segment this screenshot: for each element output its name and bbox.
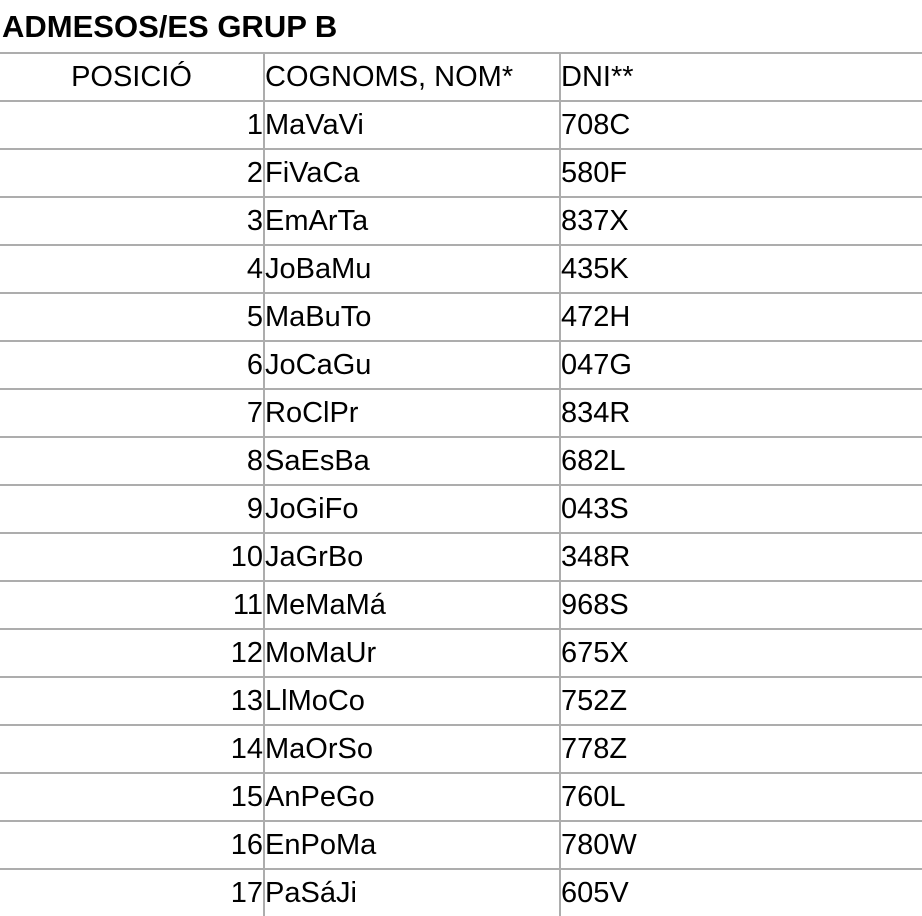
cell-cognoms: AnPeGo [263,772,560,822]
table-row: 14 MaOrSo 778Z [0,724,922,774]
cell-dni: 605V [559,868,922,916]
cell-dni: 778Z [559,724,922,774]
cell-dni: 675X [559,628,922,678]
table-row: 7 RoClPr 834R [0,388,922,438]
cell-dni: 472H [559,292,922,342]
table-row: 2 FiVaCa 580F [0,148,922,198]
cell-dni: 708C [559,100,922,150]
cell-posicio: 7 [0,388,264,438]
cell-posicio: 12 [0,628,264,678]
cell-posicio: 9 [0,484,264,534]
table-header: POSICIÓ COGNOMS, NOM* DNI** [0,52,922,102]
cell-cognoms: SaEsBa [263,436,560,486]
cell-dni: 047G [559,340,922,390]
cell-cognoms: LlMoCo [263,676,560,726]
table-body: 1 MaVaVi 708C 2 FiVaCa 580F 3 EmArTa 837X 4 JoBaMu… [0,100,922,916]
table-row: 11 MeMaMá 968S [0,580,922,630]
cell-dni: 968S [559,580,922,630]
table-row: 17 PaSáJi 605V [0,868,922,916]
table-row: 5 MaBuTo 472H [0,292,922,342]
page-title: ADMESOS/ES GRUP B [2,9,338,44]
table-row: 10 JaGrBo 348R [0,532,922,582]
table-row: 6 JoCaGu 047G [0,340,922,390]
table-row: 4 JoBaMu 435K [0,244,922,294]
cell-posicio: 16 [0,820,264,870]
cell-dni: 780W [559,820,922,870]
column-header-dni: DNI** [559,52,922,102]
cell-cognoms: MaOrSo [263,724,560,774]
cell-posicio: 2 [0,148,264,198]
cell-posicio: 13 [0,676,264,726]
table-row: 13 LlMoCo 752Z [0,676,922,726]
table-row: 3 EmArTa 837X [0,196,922,246]
column-header-cognoms-nom: COGNOMS, NOM* [263,52,560,102]
cell-posicio: 11 [0,580,264,630]
table-row: 12 MoMaUr 675X [0,628,922,678]
cell-cognoms: EnPoMa [263,820,560,870]
cell-dni: 837X [559,196,922,246]
cell-dni: 682L [559,436,922,486]
cell-cognoms: JaGrBo [263,532,560,582]
table-row: 16 EnPoMa 780W [0,820,922,870]
cell-cognoms: PaSáJi [263,868,560,916]
cell-cognoms: MoMaUr [263,628,560,678]
cell-posicio: 17 [0,868,264,916]
cell-dni: 834R [559,388,922,438]
admissions-table: POSICIÓ COGNOMS, NOM* DNI** 1 MaVaVi 708C 2… [0,52,922,916]
cell-posicio: 4 [0,244,264,294]
cell-dni: 760L [559,772,922,822]
cell-dni: 043S [559,484,922,534]
cell-cognoms: MaBuTo [263,292,560,342]
cell-dni: 752Z [559,676,922,726]
cell-posicio: 10 [0,532,264,582]
cell-posicio: 8 [0,436,264,486]
cell-dni: 435K [559,244,922,294]
cell-posicio: 3 [0,196,264,246]
cell-cognoms: JoCaGu [263,340,560,390]
cell-posicio: 15 [0,772,264,822]
cell-posicio: 14 [0,724,264,774]
cell-cognoms: RoClPr [263,388,560,438]
cell-cognoms: MaVaVi [263,100,560,150]
cell-cognoms: FiVaCa [263,148,560,198]
table-row: 9 JoGiFo 043S [0,484,922,534]
header-row: POSICIÓ COGNOMS, NOM* DNI** [0,52,922,102]
cell-posicio: 6 [0,340,264,390]
cell-posicio: 5 [0,292,264,342]
cell-cognoms: JoBaMu [263,244,560,294]
cell-posicio: 1 [0,100,264,150]
cell-cognoms: EmArTa [263,196,560,246]
table-row: 1 MaVaVi 708C [0,100,922,150]
column-header-posicio: POSICIÓ [0,52,264,102]
cell-dni: 348R [559,532,922,582]
table-row: 15 AnPeGo 760L [0,772,922,822]
cell-dni: 580F [559,148,922,198]
table-row: 8 SaEsBa 682L [0,436,922,486]
cell-cognoms: JoGiFo [263,484,560,534]
cell-cognoms: MeMaMá [263,580,560,630]
